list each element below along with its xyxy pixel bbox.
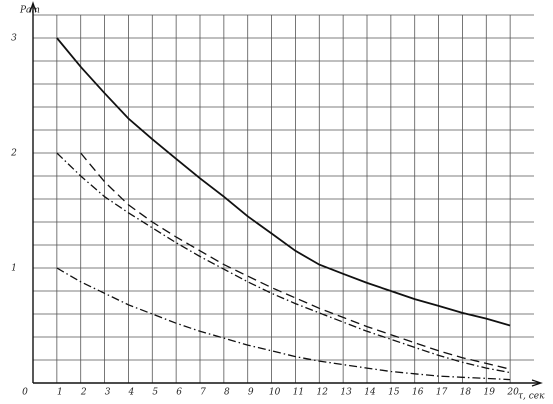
x-tick-label: 9 [248,388,254,398]
x-axis-title: τ, сек [518,392,545,402]
x-tick-label: 2 [80,388,87,398]
x-tick-label: 0 [22,388,28,398]
x-tick-label: 14 [364,388,376,398]
y-tick-label: 2 [10,149,17,159]
y-tick-label: 1 [11,264,17,274]
curve [56,152,511,374]
x-tick-label: 16 [412,388,424,398]
x-tick-label: 13 [340,388,352,398]
y-axis-title: Pат [19,6,40,16]
x-tick-label: 4 [128,388,135,398]
x-tick-label: 11 [293,388,304,398]
x-tick-label: 18 [460,388,472,398]
curve [80,152,511,370]
x-tick-label: 12 [317,388,329,398]
x-tick-label: 15 [388,388,400,398]
x-tick-label: 5 [152,388,158,398]
x-tick-label: 8 [224,388,230,398]
x-tick-label: 17 [436,388,448,398]
x-axis-arrow [531,379,543,387]
y-tick-label: 3 [11,34,17,44]
x-tick-label: 19 [484,388,496,398]
x-tick-label: 6 [176,388,182,398]
x-tick-label: 1 [57,388,63,398]
x-tick-label: 7 [200,388,206,398]
curve [56,267,511,381]
y-axis-arrow [29,1,37,13]
x-tick-label: 3 [105,388,111,398]
x-tick-label: 20 [506,388,519,398]
x-tick-label: 10 [269,388,281,398]
curve [56,37,511,327]
